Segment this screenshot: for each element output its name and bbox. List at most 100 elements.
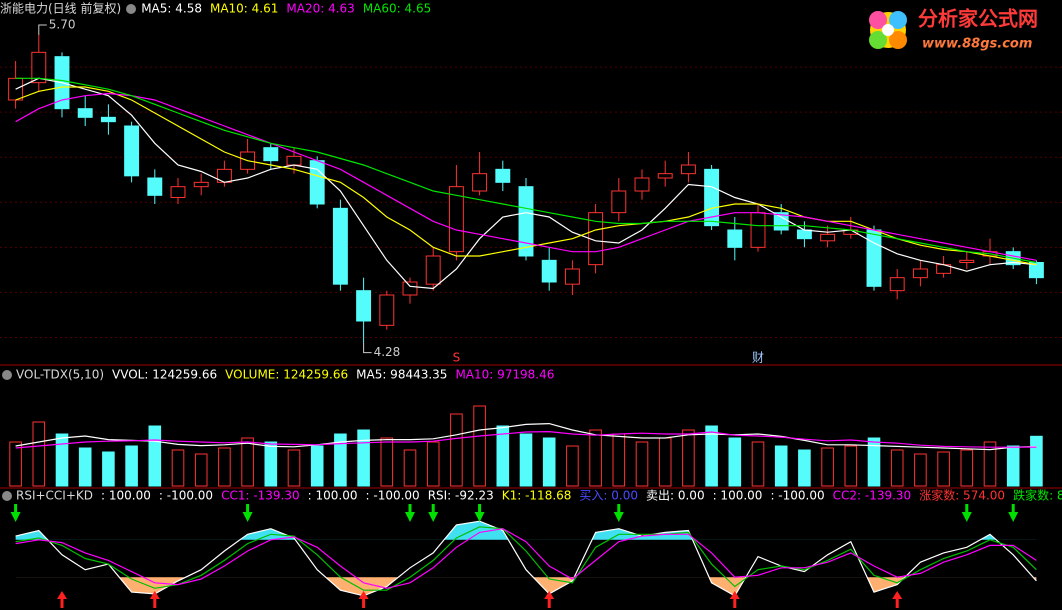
legend-entry: CC1: -139.30 [221, 489, 300, 503]
buy-arrow [729, 591, 740, 608]
buy-arrow [149, 591, 160, 608]
candle-body [402, 281, 418, 296]
event-marker: S [453, 351, 461, 365]
event-marker: 财 [752, 351, 764, 365]
volume-bar [9, 441, 22, 487]
candle-body [100, 116, 116, 123]
indicator-line [15, 422, 1037, 451]
volume-bar [751, 441, 765, 487]
legend-entry: : 100.00 [713, 489, 763, 503]
volume-bar [867, 437, 881, 487]
candle-body [750, 212, 766, 248]
volume-bar [635, 441, 649, 487]
menu-icon[interactable] [126, 4, 136, 14]
candle-body [448, 186, 464, 253]
volume-bar [1006, 445, 1020, 487]
candle-body [820, 233, 836, 242]
sell-arrow [405, 504, 415, 522]
volume-bar [218, 447, 231, 487]
legend-entry: 买入: 0.00 [579, 489, 638, 503]
volume-bar [171, 449, 185, 487]
candle-body [309, 160, 325, 205]
candle-body [379, 294, 395, 326]
legend-entry: VVOL: 124259.66 [112, 368, 217, 382]
sell-arrow [1008, 504, 1019, 522]
legend-entry: MA10: 97198.46 [455, 368, 554, 382]
sell-arrow [428, 504, 439, 522]
candle-body [356, 290, 372, 322]
sell-arrow [961, 504, 972, 522]
volume-bar [194, 453, 208, 487]
volume-bar [102, 451, 115, 487]
volume-bar [55, 433, 69, 487]
candle-body [657, 173, 673, 179]
buy-arrow [544, 591, 555, 608]
sell-arrow [474, 504, 485, 522]
candle-body [611, 190, 627, 214]
volume-bar [450, 413, 463, 487]
legend-entry: : -100.00 [770, 489, 824, 503]
volume-bar [1030, 435, 1043, 487]
candle-body [866, 229, 882, 287]
candle-body [472, 173, 488, 192]
volume-bar [914, 453, 927, 487]
indicator-line [15, 77, 1037, 290]
volume-bar [682, 429, 695, 487]
volume-bar [960, 449, 974, 487]
volume-bar [496, 425, 510, 487]
indicator-line [15, 526, 1037, 591]
volume-bar [890, 449, 904, 487]
volume-bar [844, 445, 858, 487]
volume-bar [612, 433, 626, 487]
candle-body [889, 277, 905, 292]
volume-bar [287, 449, 301, 487]
legend-entry: VOLUME: 124259.66 [225, 368, 348, 382]
legend-entry: MA5: 4.58 [141, 2, 202, 16]
candle-body [704, 168, 720, 227]
volume-bar [78, 447, 92, 487]
candle-body [912, 268, 928, 279]
indicator-line [15, 430, 1037, 449]
indicator-line [15, 77, 1037, 264]
candle-body [495, 168, 511, 183]
candle-body [796, 229, 812, 240]
legend-entry: : 100.00 [101, 489, 151, 503]
volume-bar [357, 429, 370, 487]
sell-arrow [613, 504, 624, 522]
indicator-line [15, 528, 1037, 589]
logo-url: www.88gs.com [922, 37, 1032, 52]
volume-bar [148, 425, 162, 487]
annotation-leader [38, 24, 47, 35]
volume-bar [473, 405, 486, 487]
menu-icon[interactable] [2, 491, 12, 501]
candle-body [170, 186, 186, 199]
legend-entry: 跌家数: 837.00 [1013, 488, 1062, 503]
volume-bar [798, 449, 811, 487]
indicator-line [15, 92, 1037, 261]
volume-bar [542, 437, 556, 487]
candle-body [680, 164, 696, 175]
menu-icon[interactable] [2, 370, 12, 380]
oversold-area [15, 577, 1037, 596]
legend-entry: K1: -118.68 [502, 489, 572, 503]
panel-title: 浙能电力(日线 前复权) [0, 1, 121, 16]
panel-title: VOL-TDX(5,10) [16, 368, 104, 382]
annotation-leader [363, 342, 372, 354]
volume-bar [32, 421, 46, 487]
legend-entry: 涨家数: 574.00 [919, 488, 1005, 503]
legend-entry: CC2: -139.30 [833, 489, 912, 503]
sell-arrow [242, 504, 253, 522]
candle-body [124, 125, 140, 177]
volume-bar [426, 441, 440, 487]
indicator-line [15, 520, 1037, 597]
candle-body [541, 259, 557, 283]
candle-body [193, 181, 209, 188]
sell-arrow [10, 504, 21, 522]
volume-bar [983, 441, 997, 487]
volume-bar [310, 445, 324, 487]
legend-entry: MA5: 98443.35 [356, 368, 447, 382]
annotation-label: 4.28 [374, 345, 401, 359]
logo-title: 分析家公式网 [918, 7, 1038, 31]
candle-body [634, 177, 650, 192]
